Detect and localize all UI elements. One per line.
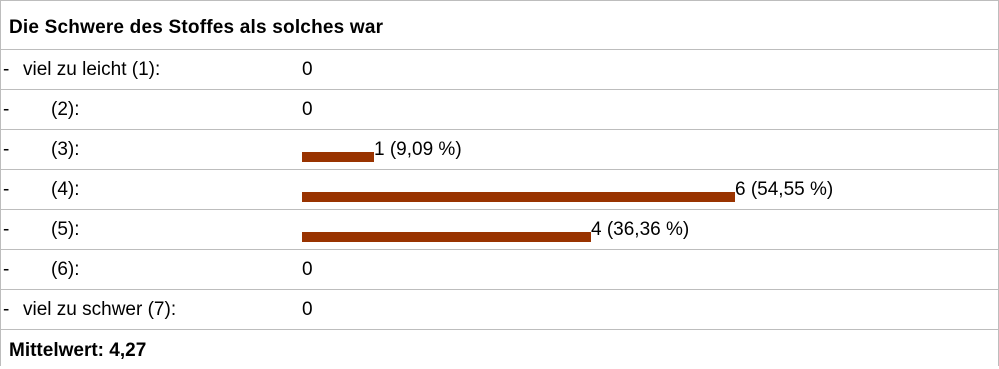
- row-dash: -: [3, 99, 10, 120]
- row-dash: -: [3, 259, 10, 280]
- answer-row: - viel zu leicht (1): 0: [1, 49, 998, 89]
- summary-row: Mittelwert: 4,27: [1, 329, 998, 369]
- question-header: Die Schwere des Stoffes als solches war: [1, 1, 998, 49]
- answer-row: - (2): 0: [1, 89, 998, 129]
- mean-value: Mittelwert: 4,27: [9, 340, 147, 361]
- answer-row: - (5): 4 (36,36 %): [1, 209, 998, 249]
- answer-value-label: 4 (36,36 %): [591, 219, 690, 240]
- row-dash: -: [3, 179, 10, 200]
- answer-value-label: 0: [302, 259, 313, 280]
- answer-row: - (3): 1 (9,09 %): [1, 129, 998, 169]
- answer-bar: [302, 152, 374, 162]
- answer-row: - (4): 6 (54,55 %): [1, 169, 998, 209]
- answer-value-label: 6 (54,55 %): [735, 179, 834, 200]
- row-dash: -: [3, 299, 10, 320]
- answer-value-label: 0: [302, 299, 313, 320]
- answer-value-label: 0: [302, 99, 313, 120]
- answer-bar: [302, 192, 735, 202]
- answer-label: viel zu schwer (7):: [23, 299, 177, 320]
- answer-value-label: 0: [302, 59, 313, 80]
- answer-bar: [302, 232, 591, 242]
- answer-label: (5):: [51, 219, 80, 240]
- answer-row: - viel zu schwer (7): 0: [1, 289, 998, 329]
- row-dash: -: [3, 139, 10, 160]
- row-dash: -: [3, 59, 10, 80]
- row-dash: -: [3, 219, 10, 240]
- answer-label: (3):: [51, 139, 80, 160]
- answer-label: (2):: [51, 99, 80, 120]
- answer-value-label: 1 (9,09 %): [374, 139, 462, 160]
- question-title: Die Schwere des Stoffes als solches war: [9, 17, 384, 38]
- answer-label: viel zu leicht (1):: [23, 59, 161, 80]
- answer-label: (4):: [51, 179, 80, 200]
- answer-label: (6):: [51, 259, 80, 280]
- answer-row: - (6): 0: [1, 249, 998, 289]
